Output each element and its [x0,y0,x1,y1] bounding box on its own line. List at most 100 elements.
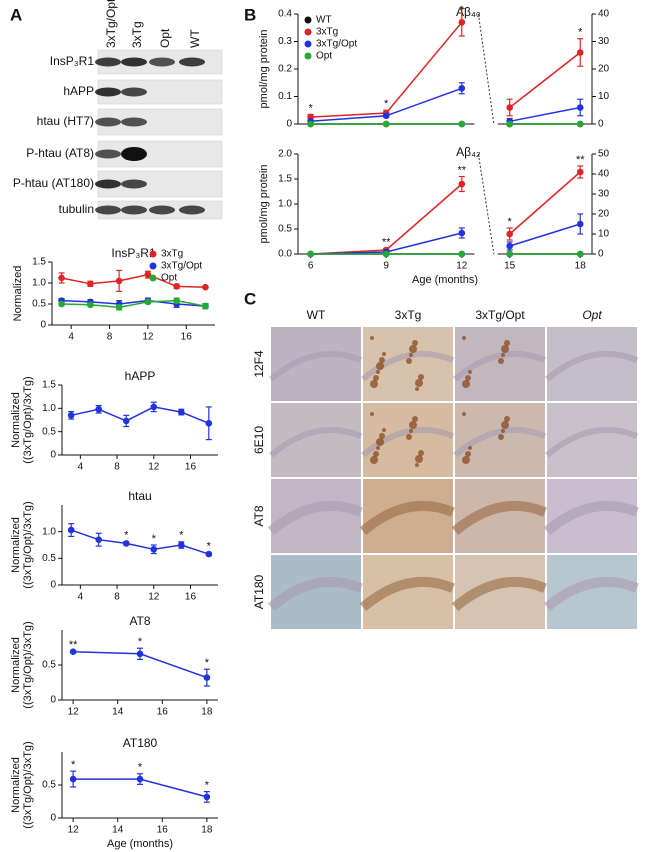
y-tick-label: 1.0 [42,526,56,537]
tissue-layer [451,576,547,612]
plaque [409,429,413,433]
blot-band [121,179,147,189]
y-axis-label: pmol/mg protein [258,165,270,244]
y-tick-label: 0.0 [278,249,292,260]
series-line [509,223,581,247]
legend-marker [149,250,157,258]
plaque [504,416,510,422]
data-point [67,412,75,419]
y2-tick-label: 30 [598,189,610,200]
data-point [576,220,584,228]
plaque [406,358,412,364]
plaque [373,375,379,381]
y-axis-label: Normalized [12,266,24,322]
tissue-layer [543,576,639,612]
histology-row-label: 6E10 [252,426,266,454]
data-point [382,112,390,120]
legend-label: 3xTg [316,27,338,38]
blot-row-label: InsP₃R1 [50,54,95,68]
y-tick-label: 1.5 [278,174,292,185]
plaque [498,358,504,364]
y-axis-label: ((3xTg/Opt)/3xTg) [22,501,34,588]
data-point [122,540,130,547]
y-tick-label: 1.0 [278,199,292,210]
data-point [307,250,314,258]
legend-label: Opt [316,51,332,62]
data-point [458,250,466,258]
legend-marker [304,40,312,48]
y-axis-label: ((3xTg/Opt)/3xTg) [22,741,34,828]
legend-marker [304,52,312,60]
chart-title: InsP₃R1 [111,246,156,260]
tissue-layer [359,500,455,536]
blot-column-label: 3xTg [130,21,144,48]
plaque [376,446,380,450]
plaque [370,336,374,340]
plaque [370,456,378,464]
y2-tick-label: 0 [598,119,604,130]
blot-band [95,57,121,67]
series-line [509,106,581,123]
data-point [576,250,584,258]
blot-band [95,149,121,159]
plaque [409,421,417,429]
legend-marker [304,28,312,36]
x-axis-label: Age (months) [412,274,478,286]
x-tick-label: 16 [157,825,169,836]
data-point [576,120,584,128]
series-line [71,406,210,424]
plaque [409,345,417,353]
tissue-layer [267,576,363,612]
plaque [501,429,505,433]
data-point [177,541,185,549]
blot-band [95,87,121,97]
significance-label: ** [458,164,467,176]
blot-band [121,87,147,97]
legend-label: WT [316,15,332,26]
data-point [458,84,466,92]
x-tick-label: 12 [148,592,160,603]
data-point [144,271,152,278]
significance-label: * [508,216,513,228]
legend-label: 3xTg/Opt [316,39,357,50]
tissue-layer [361,426,455,458]
data-point [202,283,209,291]
data-point [144,298,152,306]
significance-label: ** [576,154,585,166]
significance-label: * [71,759,76,771]
x-tick-label: 8 [114,462,120,473]
plaque [418,450,424,456]
chart-title: AT180 [123,736,158,750]
histology-column-label: WT [307,308,326,322]
series-line [70,529,210,555]
panel-letter: C [244,289,256,308]
significance-label: * [152,533,157,545]
data-point [205,419,213,427]
series-line [61,273,206,288]
histology-image [271,327,361,401]
x-tick-label: 4 [78,592,84,603]
x-tick-label: 16 [157,707,169,718]
histology-row-label: 12F4 [252,350,266,378]
data-point [458,229,466,237]
plaque [501,421,509,429]
significance-label: * [205,780,210,792]
data-point [506,242,513,250]
y-tick-label: 0.5 [42,660,56,671]
y-tick-label: 0 [286,119,292,130]
data-point [458,120,466,128]
legend-label: Opt [161,273,177,284]
y-tick-label: 0.5 [278,224,292,235]
plaque [379,433,385,439]
y-axis-label: ((3xTg/Opt)/3xTg) [22,376,34,463]
chart-title: htau [128,489,151,503]
data-point [67,526,75,534]
x-tick-label: 8 [114,592,120,603]
significance-label: * [308,102,313,114]
histology-image [455,327,545,401]
x-tick-label: 8 [107,332,113,343]
y-tick-label: 0.2 [278,64,292,75]
data-point [122,417,130,425]
histology-row-label: AT180 [252,574,266,609]
plaque [376,438,384,446]
